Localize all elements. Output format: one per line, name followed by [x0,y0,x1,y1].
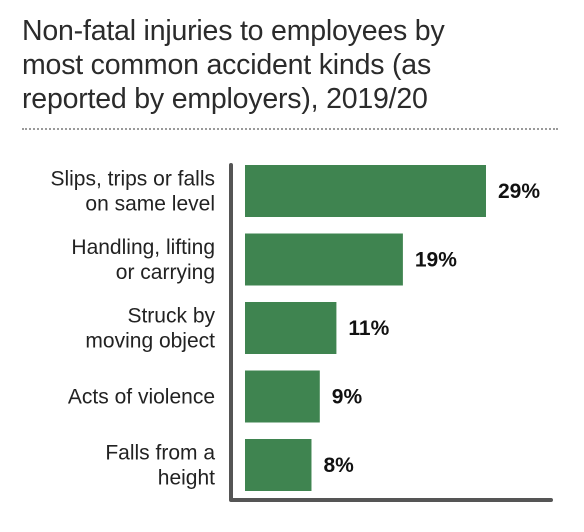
category-label-4-1: height [158,467,215,490]
value-label-4: 8% [323,454,354,477]
category-label-2-1: moving object [85,330,215,353]
category-label-0-0: Slips, trips or falls [50,168,215,191]
bar-1 [245,233,403,286]
value-label-0: 29% [498,180,540,203]
title-divider [22,128,558,130]
chart-axis [229,163,553,502]
category-label-1-0: Handling, lifting [71,236,215,259]
category-label-4-0: Falls from a [105,442,215,465]
bar-3 [245,370,320,423]
bar-2 [245,302,337,354]
category-label-1-1: or carrying [116,261,215,284]
chart-title: Non-fatal injuries to employees by most … [22,14,562,116]
chart-title-line-3: reported by employers), 2019/20 [22,83,428,115]
category-label-3-0: Acts of violence [68,386,215,409]
chart-title-line-1: Non-fatal injuries to employees by [22,15,445,47]
bar-0 [245,165,486,217]
value-label-1: 19% [415,249,457,272]
bar-4 [245,439,312,491]
chart-title-line-2: most common accident kinds (as [22,49,431,81]
category-label-0-1: on same level [85,193,215,216]
value-label-2: 11% [348,317,389,340]
category-label-2-0: Struck by [127,305,215,328]
value-label-3: 9% [332,386,363,409]
